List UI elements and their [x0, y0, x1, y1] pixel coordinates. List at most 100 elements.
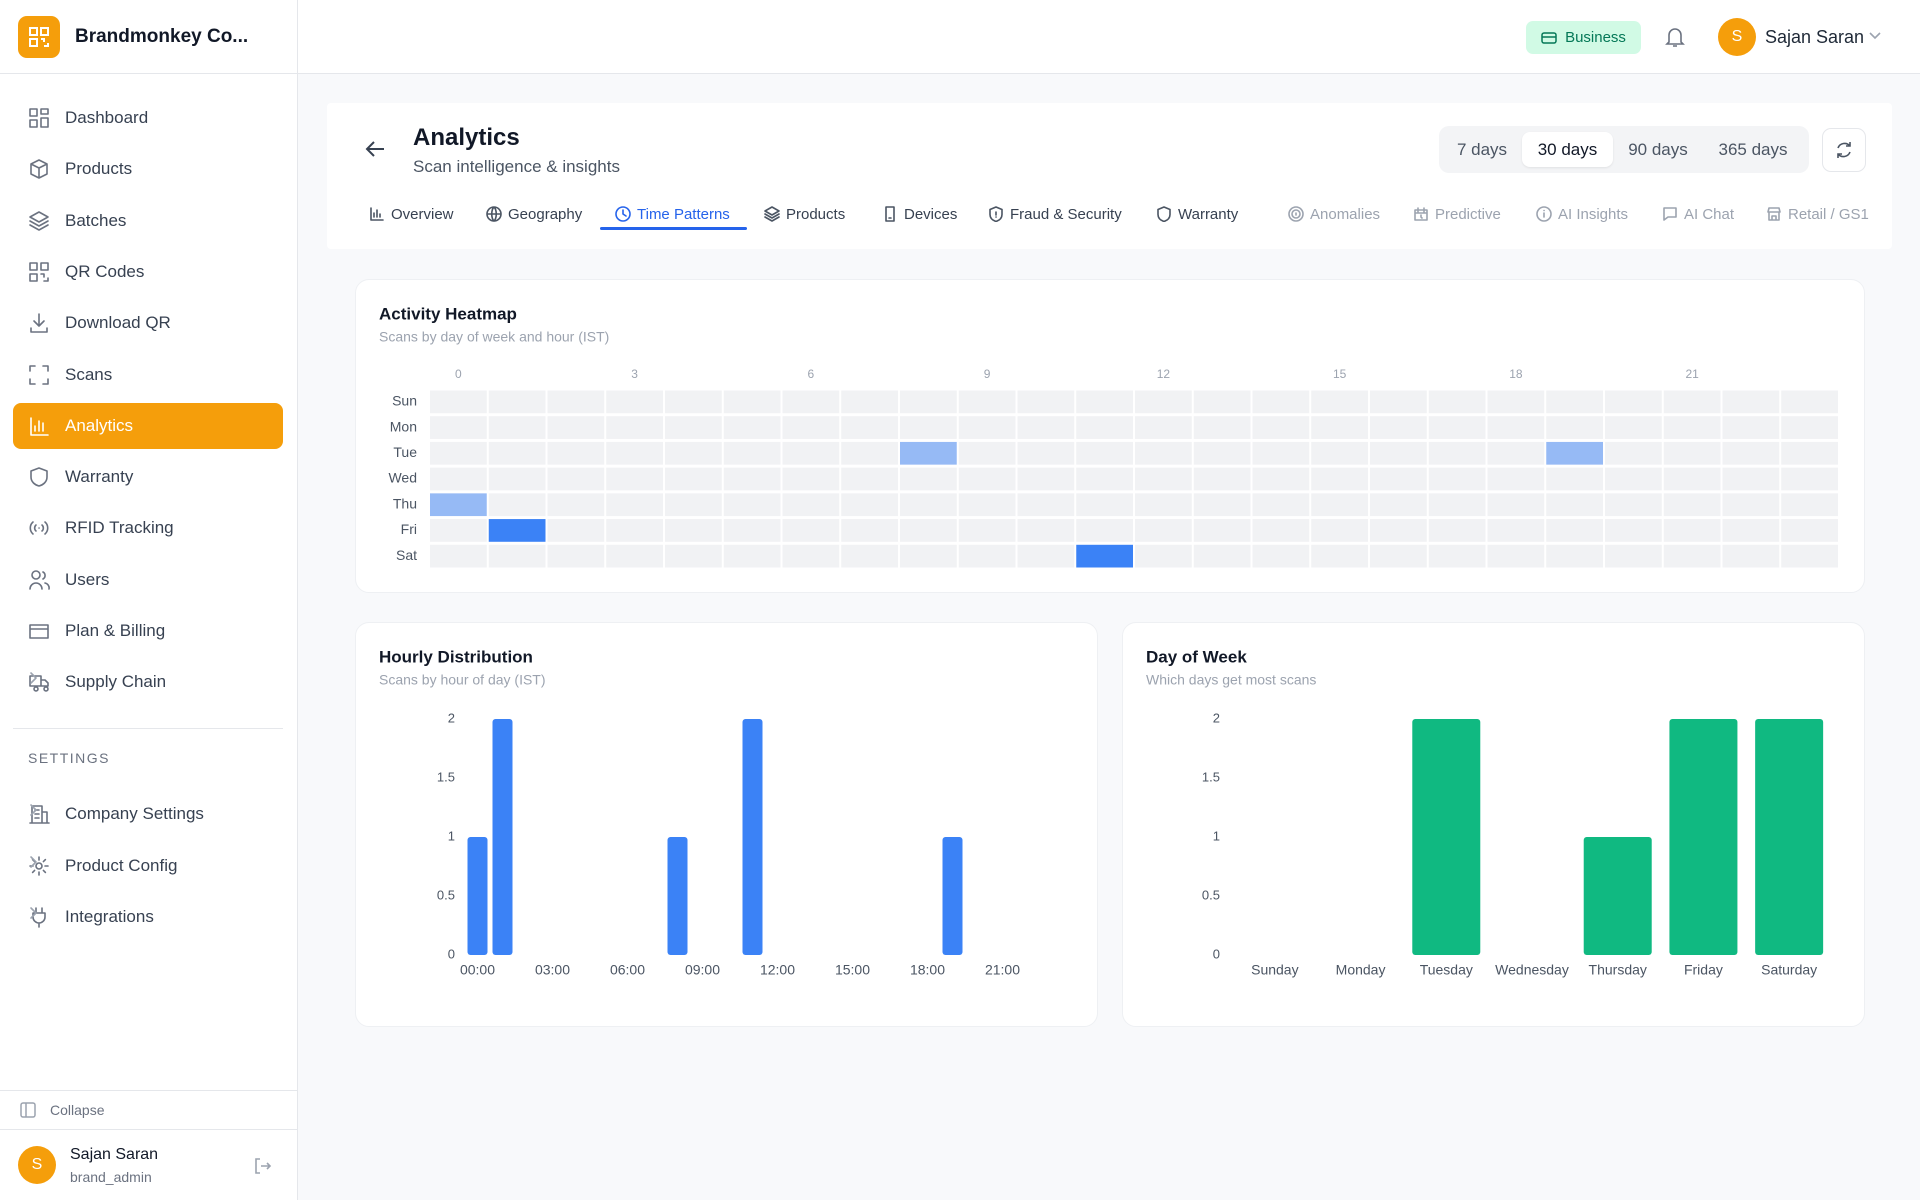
nav-item[interactable]: Analytics: [13, 402, 283, 449]
x-tick-label: 00:00: [460, 962, 495, 978]
heatmap-cell: [841, 416, 898, 439]
tab[interactable]: Geography: [486, 199, 582, 229]
bar: [1755, 719, 1824, 955]
heatmap-cell: [958, 441, 1016, 465]
logout-button[interactable]: [252, 1156, 272, 1176]
heatmap-cell: [1017, 390, 1075, 414]
header-user-name[interactable]: Sajan Saran: [1765, 27, 1865, 47]
nav-item[interactable]: Scans: [13, 352, 283, 398]
heatmap-cell: [430, 544, 487, 568]
heatmap-cell: [1487, 441, 1545, 465]
nav-item[interactable]: Dashboard: [13, 95, 283, 141]
tab-label: Products: [786, 205, 846, 223]
tab[interactable]: AI Chat: [1662, 199, 1734, 229]
heatmap-cell: [723, 467, 781, 491]
heatmap-cell: [1722, 416, 1780, 439]
range-button[interactable]: 90 days: [1628, 139, 1688, 159]
tab[interactable]: Warranty: [1156, 199, 1238, 229]
heatmap-cell: [958, 467, 1016, 491]
x-tick-label: 6: [808, 367, 815, 381]
nav-icon: [30, 313, 48, 333]
chart-subtitle: Scans by day of week and hour (IST): [379, 329, 609, 345]
logo-icon: [29, 27, 49, 47]
tab[interactable]: Overview: [369, 199, 454, 229]
tab[interactable]: AI Insights: [1536, 199, 1628, 229]
user-menu-chevron[interactable]: [1868, 31, 1882, 41]
back-button[interactable]: [364, 139, 386, 159]
nav-item[interactable]: Product Config: [13, 843, 283, 889]
heatmap-cell: [1017, 467, 1075, 491]
nav-item[interactable]: RFID Tracking: [13, 505, 283, 551]
heatmap-cell: [547, 493, 605, 517]
nav-label: Batches: [65, 210, 127, 230]
chevron: [30, 804, 37, 816]
heatmap-cell: [1605, 519, 1662, 542]
heatmap-cell: [723, 493, 781, 517]
notifications-button[interactable]: [1664, 25, 1686, 49]
brand-logo: [18, 16, 60, 58]
tab-icon: [1536, 206, 1552, 222]
heatmap-cell: [488, 467, 546, 491]
heatmap-cell: [488, 493, 546, 517]
refresh-button[interactable]: [1822, 128, 1866, 172]
heatmap-cell: [782, 493, 840, 517]
nav-icon: [29, 805, 50, 824]
nav-icon: [32, 907, 46, 928]
tab-label: Devices: [904, 205, 958, 223]
heatmap-cell: [1546, 493, 1603, 517]
heatmap-cell: [1428, 416, 1486, 439]
heatmap-cell: [1193, 467, 1251, 491]
nav-item[interactable]: Users: [13, 557, 283, 603]
heatmap-cell: [665, 519, 722, 542]
chart-subtitle: Which days get most scans: [1146, 672, 1316, 688]
nav-item[interactable]: Download QR: [13, 300, 283, 346]
plan-badge[interactable]: Business: [1526, 21, 1641, 54]
heatmap-cell: [1076, 441, 1133, 465]
heatmap-cell: [958, 390, 1016, 414]
heatmap-cell: [1722, 467, 1780, 491]
nav-item[interactable]: Products: [13, 146, 283, 192]
heatmap-cell: [1135, 544, 1192, 568]
nav-item[interactable]: Batches: [13, 198, 283, 244]
collapse-label: Collapse: [50, 1102, 105, 1118]
heatmap-cell: [1135, 390, 1192, 414]
heatmap-cell: [1017, 519, 1075, 542]
heatmap-cell: [958, 493, 1016, 517]
nav-item[interactable]: QR Codes: [13, 249, 283, 295]
tab[interactable]: Retail / GS1: [1766, 199, 1869, 229]
bar: [742, 719, 763, 955]
nav-icon: [29, 624, 49, 639]
heatmap-cell: [1311, 519, 1368, 542]
range-button[interactable]: 7 days: [1456, 139, 1508, 159]
header-avatar[interactable]: S: [1718, 18, 1756, 56]
nav-item[interactable]: Company Settings: [13, 791, 283, 837]
heatmap-cell: [900, 544, 957, 568]
heatmap-cell: [665, 390, 722, 414]
tab[interactable]: Predictive: [1413, 199, 1501, 229]
heatmap-cell: [782, 441, 840, 465]
nav-item[interactable]: Integrations: [13, 894, 283, 940]
heatmap-cell: [1663, 467, 1721, 491]
x-tick-label: 3: [631, 367, 638, 381]
nav-label: Scans: [65, 364, 113, 384]
tab-label: Anomalies: [1310, 205, 1381, 223]
refresh-icon: [1837, 142, 1851, 158]
heatmap-cell: [1311, 467, 1368, 491]
heatmap-cell: [430, 416, 487, 439]
nav-item[interactable]: Supply Chain: [13, 659, 283, 705]
heatmap-cell: [665, 467, 722, 491]
collapse-button[interactable]: Collapse: [20, 1100, 104, 1120]
tab[interactable]: Anomalies: [1288, 199, 1380, 229]
chevron: [30, 672, 37, 685]
range-button[interactable]: 365 days: [1718, 139, 1788, 159]
heatmap-cell: [488, 416, 546, 439]
tab[interactable]: Products: [764, 199, 845, 229]
heatmap-cell: [1017, 493, 1075, 517]
range-button[interactable]: 30 days: [1522, 132, 1613, 167]
tab[interactable]: Fraud & Security: [988, 199, 1122, 229]
tab[interactable]: Time Patterns: [615, 199, 730, 229]
tab[interactable]: Devices: [882, 199, 957, 229]
nav-item[interactable]: Warranty: [13, 454, 283, 500]
nav-item[interactable]: Plan & Billing: [13, 608, 283, 654]
